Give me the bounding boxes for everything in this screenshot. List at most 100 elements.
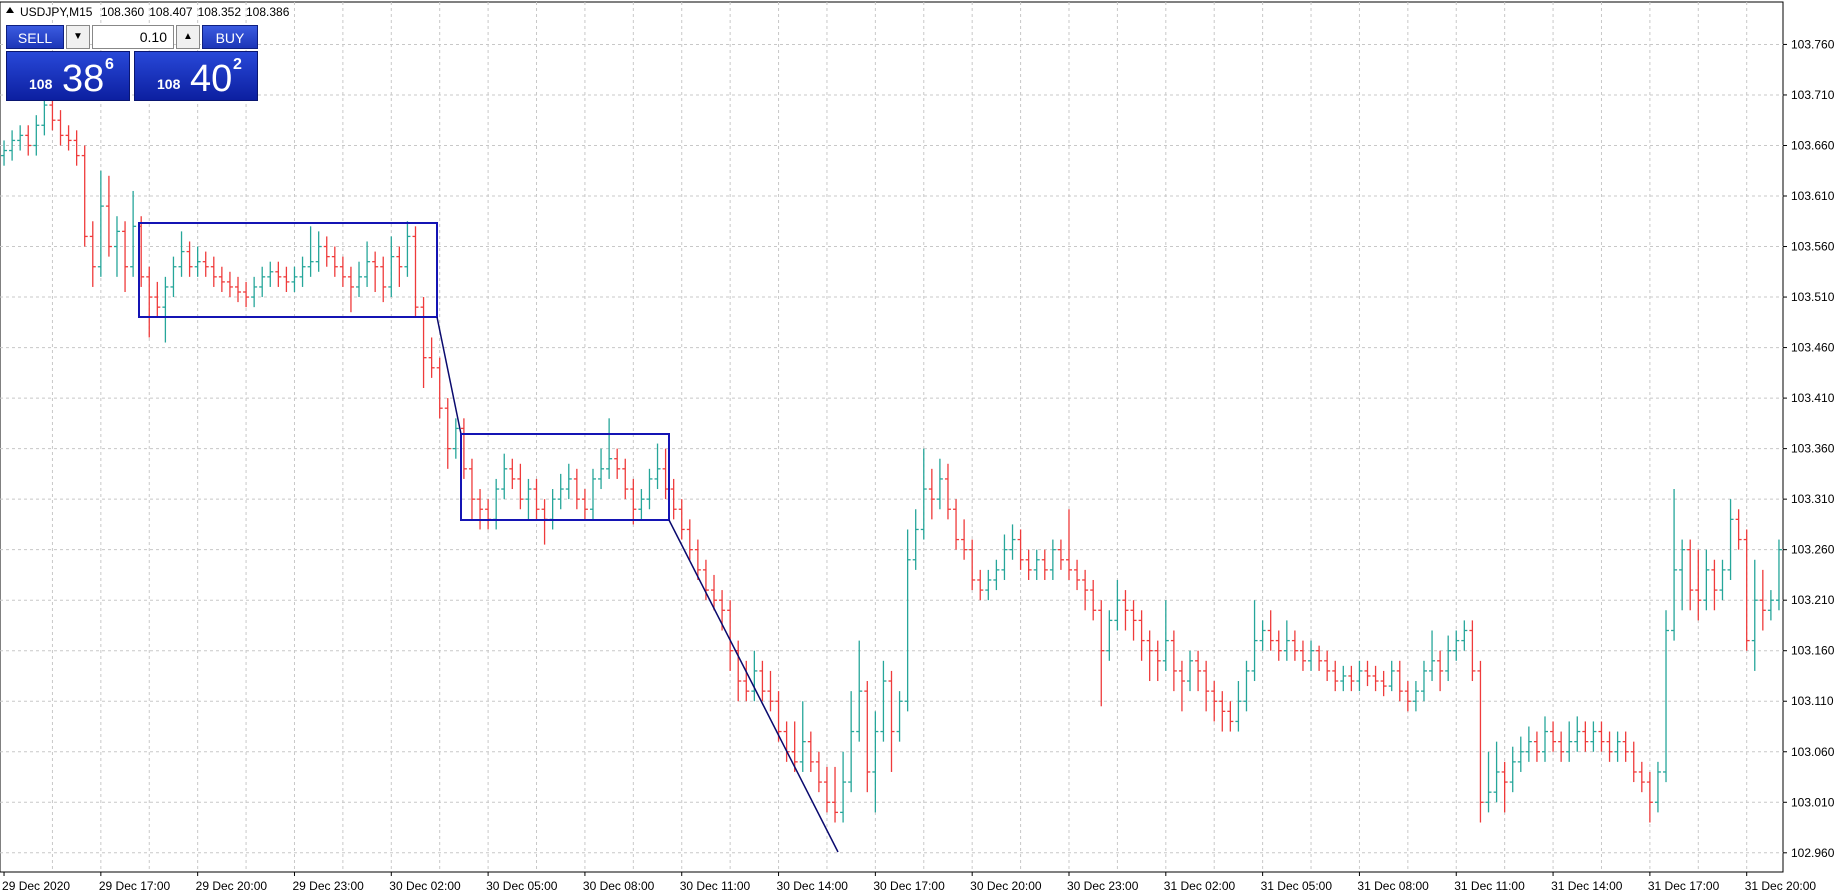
ohlc-bar <box>1154 640 1161 682</box>
x-tick-label: 30 Dec 05:00 <box>486 879 558 893</box>
ohlc-bar <box>162 276 169 343</box>
bid-main: 38 <box>62 58 105 100</box>
ohlc-bar <box>1743 529 1750 651</box>
ohlc-bar <box>1461 620 1468 651</box>
ohlc-bar <box>1638 761 1645 793</box>
ohlc-bar <box>904 529 911 712</box>
ohlc-bar <box>122 221 129 292</box>
ohlc-bar <box>1243 660 1250 712</box>
ohlc-bar <box>654 443 661 490</box>
ohlc-bar <box>1025 549 1032 580</box>
ohlc-bar <box>396 246 403 287</box>
buy-button[interactable]: BUY <box>202 25 258 49</box>
ohlc-bar <box>1259 620 1266 651</box>
ohlc-bar <box>759 660 766 702</box>
ohlc-bar <box>1082 569 1089 611</box>
ohlc-bar <box>1759 569 1766 631</box>
ohlc-bar <box>57 110 64 146</box>
ohlc-bar <box>1429 630 1436 682</box>
ohlc-bar <box>243 281 250 308</box>
ohlc-bar <box>961 519 968 560</box>
ohlc-bar <box>17 125 24 151</box>
ohlc-bar <box>235 276 242 303</box>
x-tick-label: 29 Dec 17:00 <box>99 879 171 893</box>
ohlc-bar <box>1663 610 1670 783</box>
ohlc-bar <box>1566 721 1573 762</box>
y-tick-label: 103.310 <box>1791 492 1835 506</box>
ohlc-bar <box>840 751 847 823</box>
ohlc-bar <box>598 448 605 490</box>
ohlc-bar <box>743 660 750 702</box>
ohlc-bar <box>953 499 960 550</box>
ohlc-bar <box>81 145 88 247</box>
ohlc-bar <box>412 226 419 318</box>
ohlc-bar <box>864 681 871 793</box>
ohlc-bar <box>1009 524 1016 560</box>
x-tick-label: 29 Dec 20:00 <box>196 879 268 893</box>
sell-button[interactable]: SELL <box>6 25 64 49</box>
ohlc-bar <box>581 489 588 520</box>
ohlc-bar <box>364 241 371 287</box>
bid-quote[interactable]: 108 38 6 <box>6 51 130 101</box>
x-tick-label: 30 Dec 14:00 <box>777 879 849 893</box>
ohlc-bar <box>194 246 201 277</box>
ohlc-bar <box>694 539 701 580</box>
ohlc-bar <box>856 640 863 742</box>
lot-up[interactable]: ▲ <box>176 25 200 49</box>
lot-input[interactable]: 0.10 <box>92 25 174 49</box>
y-tick-label: 103.760 <box>1791 37 1835 51</box>
ohlc-bar <box>1541 716 1548 762</box>
ask-main: 40 <box>190 58 233 100</box>
y-tick-label: 103.360 <box>1791 442 1835 456</box>
bid-sup: 6 <box>105 56 114 73</box>
ohlc-bar <box>1404 681 1411 712</box>
drawings <box>138 222 839 853</box>
ohlc-bar <box>670 478 677 520</box>
ohlc-bar <box>1671 489 1678 641</box>
ohlc-bar <box>1388 660 1395 692</box>
ohlc-bar <box>178 231 185 277</box>
ohlc-bar <box>1356 660 1363 692</box>
ohlc-bar <box>444 398 451 469</box>
lot-down[interactable]: ▼ <box>66 25 90 49</box>
ohlc-bar <box>1590 721 1597 752</box>
ohlc-bar <box>1090 579 1097 621</box>
x-tick-label: 31 Dec 08:00 <box>1357 879 1429 893</box>
ohlc-bar <box>711 574 718 611</box>
ohlc-bar <box>1695 549 1702 621</box>
ohlc-bar <box>1187 650 1194 692</box>
ohlc-bar <box>1687 539 1694 611</box>
ohlc-bar <box>436 357 443 419</box>
ohlc-bar <box>1017 529 1024 570</box>
ohlc-bar <box>888 670 895 772</box>
ohlc-bar <box>1299 640 1306 671</box>
ohlc-bar <box>565 463 572 500</box>
ohlc-bar <box>251 276 258 308</box>
ohlc-bar <box>404 221 411 277</box>
ohlc-bar <box>936 458 943 510</box>
x-tick-label: 30 Dec 11:00 <box>680 879 751 893</box>
ohlc-bar <box>517 463 524 510</box>
ohlc-bar <box>1178 660 1185 712</box>
bars <box>1 92 1782 823</box>
y-tick-label: 103.160 <box>1791 644 1835 658</box>
x-tick-label: 29 Dec 2020 <box>2 879 70 893</box>
ohlc-bar <box>823 766 830 813</box>
ohlc-bar <box>1065 509 1072 580</box>
ohlc-bar <box>170 256 177 298</box>
ohlc-bar <box>557 473 564 510</box>
ohlc-bar <box>347 266 354 313</box>
ohlc-bar <box>1291 630 1298 661</box>
ohlc-bar <box>775 691 782 742</box>
ohlc-bar <box>1211 681 1218 722</box>
y-tick-label: 103.060 <box>1791 745 1835 759</box>
ohlc-bar <box>291 266 298 292</box>
ask-quote[interactable]: 108 40 2 <box>134 51 258 101</box>
y-tick-label: 103.460 <box>1791 341 1835 355</box>
ohlc-bar <box>1469 620 1476 682</box>
ohlc-bar <box>1251 600 1258 682</box>
collapse-icon[interactable] <box>6 7 14 13</box>
ohlc-bar <box>1380 670 1387 697</box>
